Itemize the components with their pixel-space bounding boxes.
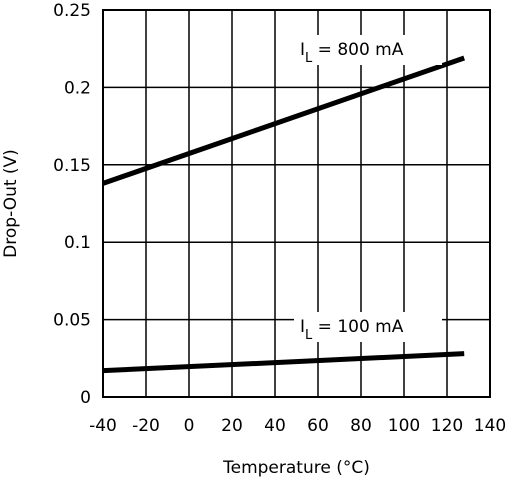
x-tick-label: 40 <box>264 416 286 436</box>
x-tick-label: 120 <box>431 416 463 436</box>
series-label-1: IL = 800 mA <box>300 40 404 66</box>
y-tick-label: 0 <box>80 388 91 408</box>
y-tick-label: 0.1 <box>64 233 91 253</box>
x-tick-label: 20 <box>221 416 243 436</box>
x-tick-label: -40 <box>89 416 117 436</box>
y-tick-label: 0.2 <box>64 78 91 98</box>
series-label-bg <box>294 312 442 342</box>
series-line-2 <box>102 351 465 374</box>
x-tick-label: 60 <box>307 416 329 436</box>
plot-frame <box>102 9 491 398</box>
series-label-2: IL = 100 mA <box>300 317 404 343</box>
x-tick-label: 140 <box>474 416 506 436</box>
x-tick-label: -20 <box>132 416 160 436</box>
x-axis-title: Temperature (°C) <box>222 458 370 478</box>
x-tick-label: 100 <box>388 416 420 436</box>
y-tick-label: 0.05 <box>53 311 91 331</box>
series-line-1 <box>102 55 466 186</box>
y-tick-label: 0.15 <box>53 156 91 176</box>
y-tick-labels: 0 0.05 0.1 0.15 0.2 0.25 <box>53 1 91 408</box>
series-layer: IL = 800 mA IL = 100 mA <box>102 35 466 374</box>
y-axis-title: Drop-Out (V) <box>1 149 21 258</box>
x-tick-label: 0 <box>184 416 195 436</box>
series-label-bg <box>294 35 442 65</box>
y-tick-label: 0.25 <box>53 1 91 21</box>
x-tick-label: 80 <box>350 416 372 436</box>
x-tick-labels: -40 -20 0 20 40 60 80 100 120 140 <box>89 416 506 436</box>
